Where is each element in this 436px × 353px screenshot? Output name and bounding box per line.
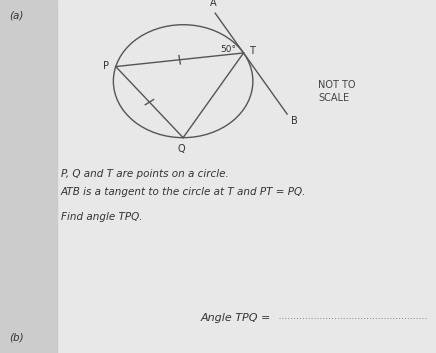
Text: A: A (210, 0, 216, 8)
Text: (b): (b) (9, 333, 24, 342)
Text: Angle TPQ =: Angle TPQ = (201, 313, 271, 323)
Text: NOT TO
SCALE: NOT TO SCALE (318, 80, 356, 103)
Text: T: T (249, 46, 255, 56)
Text: (a): (a) (9, 11, 23, 20)
Text: Find angle TPQ.: Find angle TPQ. (61, 212, 143, 222)
Bar (0, 0, 57, 353)
Text: 50°: 50° (220, 45, 236, 54)
Text: Q: Q (177, 144, 185, 154)
Text: P, Q and T are points on a circle.: P, Q and T are points on a circle. (61, 169, 229, 179)
Text: B: B (291, 116, 297, 126)
Text: ATB is a tangent to the circle at T and PT = PQ.: ATB is a tangent to the circle at T and … (61, 187, 307, 197)
Text: P: P (103, 61, 109, 71)
